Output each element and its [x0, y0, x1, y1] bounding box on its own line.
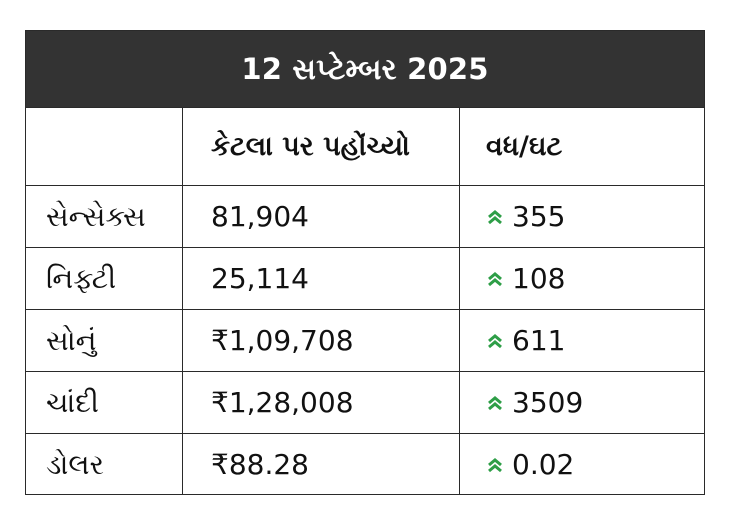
double-chevron-up-icon — [486, 456, 504, 474]
row-name: ડોલર — [26, 434, 183, 495]
row-name: સેન્સેક્સ — [26, 186, 183, 247]
double-chevron-up-icon — [486, 332, 504, 350]
change-value: 355 — [512, 200, 566, 233]
row-change: 3509 — [460, 372, 704, 433]
double-chevron-up-icon — [486, 208, 504, 226]
change-value: 108 — [512, 262, 566, 295]
change-value: 0.02 — [512, 448, 575, 481]
table-row: સેન્સેક્સ 81,904 355 — [26, 185, 704, 247]
row-name: સોનું — [26, 310, 183, 371]
change-value: 3509 — [512, 386, 584, 419]
row-name: નિફ્ટી — [26, 248, 183, 309]
header-name — [26, 108, 183, 185]
row-value: ₹1,28,008 — [183, 372, 460, 433]
row-change: 355 — [460, 186, 704, 247]
row-name: ચાંદી — [26, 372, 183, 433]
header-value: કેટલા પર પહોંચ્યો — [183, 108, 460, 185]
table-row: ડોલર ₹88.28 0.02 — [26, 433, 704, 495]
table-row: નિફ્ટી 25,114 108 — [26, 247, 704, 309]
row-value: ₹88.28 — [183, 434, 460, 495]
row-change: 611 — [460, 310, 704, 371]
row-value: ₹1,09,708 — [183, 310, 460, 371]
double-chevron-up-icon — [486, 270, 504, 288]
row-value: 25,114 — [183, 248, 460, 309]
market-table: 12 સપ્ટેમ્બર 2025 કેટલા પર પહોંચ્યો વધ/ઘ… — [25, 30, 705, 495]
change-value: 611 — [512, 324, 566, 357]
table-row: ચાંદી ₹1,28,008 3509 — [26, 371, 704, 433]
header-row: કેટલા પર પહોંચ્યો વધ/ઘટ — [26, 107, 704, 185]
row-value: 81,904 — [183, 186, 460, 247]
row-change: 108 — [460, 248, 704, 309]
double-chevron-up-icon — [486, 394, 504, 412]
header-change: વધ/ઘટ — [486, 130, 563, 162]
table-title: 12 સપ્ટેમ્બર 2025 — [26, 31, 704, 107]
row-change: 0.02 — [460, 434, 704, 495]
table-row: સોનું ₹1,09,708 611 — [26, 309, 704, 371]
